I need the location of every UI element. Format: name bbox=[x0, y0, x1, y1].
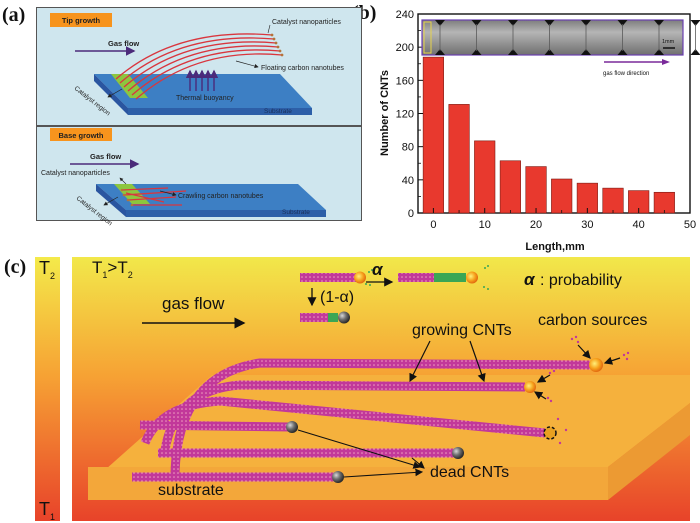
y-tick-label: 160 bbox=[396, 75, 414, 87]
y-tick-label: 0 bbox=[408, 208, 414, 220]
inset-segment-marker bbox=[654, 20, 664, 26]
x-tick-label: 0 bbox=[430, 219, 436, 231]
base-catalyst-nanoparticles-label: Catalyst nanoparticles bbox=[41, 170, 110, 177]
inset-segment-marker bbox=[544, 49, 555, 55]
dead-cnts-label: dead CNTs bbox=[430, 464, 509, 481]
inset-segment-marker bbox=[617, 20, 628, 26]
carbon-source-arrows bbox=[533, 344, 621, 400]
growth-probability-legend: α (1-α) α : probability bbox=[300, 260, 622, 324]
one-minus-alpha-label: (1-α) bbox=[320, 289, 354, 306]
base-substrate bbox=[96, 184, 326, 210]
bar-35mm bbox=[602, 187, 624, 214]
x-tick-label: 20 bbox=[530, 219, 542, 231]
thermal-buoyancy-arrows bbox=[185, 69, 219, 91]
inset-segment-marker bbox=[508, 49, 518, 55]
floating-cnts bbox=[115, 33, 283, 100]
floating-cnts-label: Floating carbon nanotubes bbox=[261, 65, 344, 72]
growing-cnts-arrows bbox=[409, 340, 486, 383]
temperature-relation: T1>T2 bbox=[92, 258, 133, 280]
tip-growth-title: Tip growth bbox=[62, 16, 101, 25]
x-axis-label: Length,mm bbox=[525, 241, 584, 253]
inset-segment-marker bbox=[617, 49, 628, 55]
deactivating-catalyst bbox=[543, 426, 557, 440]
cnt-growth-mechanism-diagram: T2 T1 T1>T2 gas flow substrate α (1-α) α… bbox=[35, 257, 690, 522]
bar-20mm bbox=[525, 166, 547, 214]
base-growth-panel: Base growth Gas flow Catalyst nanopartic… bbox=[36, 126, 362, 228]
panel-label-a: (a) bbox=[2, 4, 26, 26]
dead-catalyst-3 bbox=[332, 471, 344, 483]
bar-5mm bbox=[448, 104, 470, 214]
cnt-tubes bbox=[132, 358, 603, 483]
y-axis-label: Number of CNTs bbox=[379, 70, 391, 156]
y-tick-label: 40 bbox=[402, 175, 414, 187]
temp-top-label: T2 bbox=[39, 258, 55, 281]
tip-catalyst-region bbox=[111, 74, 148, 98]
dead-catalyst-1 bbox=[286, 421, 298, 433]
y-tick-label: 240 bbox=[396, 9, 414, 21]
carbon-source-dots bbox=[546, 335, 630, 445]
y-tick-label: 80 bbox=[402, 142, 414, 154]
active-catalyst-1 bbox=[589, 358, 603, 372]
thermal-buoyancy-label: Thermal buoyancy bbox=[176, 95, 234, 102]
bar-25mm bbox=[551, 178, 573, 214]
inset-segment-marker bbox=[435, 49, 445, 55]
tip-gas-flow-label: Gas flow bbox=[108, 39, 139, 48]
bar-45mm bbox=[653, 191, 675, 214]
inset-segment-marker bbox=[581, 49, 591, 55]
dead-cnts-arrows bbox=[297, 429, 425, 478]
inset-segment-marker bbox=[690, 49, 700, 55]
inset-segment-marker bbox=[544, 20, 555, 26]
x-tick-label: 50 bbox=[684, 219, 696, 231]
inset-segment-marker bbox=[690, 20, 700, 26]
dead-catalyst-2 bbox=[452, 447, 464, 459]
base-growth-label-box bbox=[50, 128, 112, 141]
temp-bottom-label: T1 bbox=[39, 499, 55, 522]
gas-flow-direction-label: gas flow direction bbox=[603, 71, 649, 77]
base-gas-flow-label: Gas flow bbox=[90, 152, 121, 161]
panel-label-c: (c) bbox=[4, 256, 27, 278]
cnt-length-histogram: 0 40 80 120 160 200 240 0 10 20 30 40 50 Length,mm N… bbox=[379, 9, 700, 253]
alpha-definition-symbol: α bbox=[524, 270, 536, 289]
x-tick-label: 10 bbox=[479, 219, 491, 231]
carbon-sources-label: carbon sources bbox=[538, 312, 647, 329]
y-tick-label: 200 bbox=[396, 42, 414, 54]
active-cnt-3 bbox=[140, 396, 546, 445]
bar-15mm bbox=[499, 160, 521, 214]
substrate-side bbox=[608, 403, 690, 500]
tip-growth-panel: Tip growth Gas flow Catalyst nanoparticl… bbox=[36, 7, 362, 126]
inset-segment-marker bbox=[435, 20, 445, 26]
gas-flow-label: gas flow bbox=[162, 294, 225, 313]
base-substrate-label: Substrate bbox=[282, 209, 310, 216]
growth-mode-diagram: Tip growth Gas flow Catalyst nanoparticl… bbox=[36, 7, 362, 228]
tip-catalyst-nanoparticles-label: Catalyst nanoparticles bbox=[272, 19, 341, 26]
inset-segment-marker bbox=[654, 49, 664, 55]
substrate-label: substrate bbox=[158, 482, 224, 499]
crawling-cnts-label: Crawling carbon nanotubes bbox=[178, 193, 264, 200]
active-catalyst-2 bbox=[524, 381, 536, 393]
bar-10mm bbox=[474, 140, 496, 214]
inset-segment-marker bbox=[471, 20, 482, 26]
x-tick-label: 40 bbox=[633, 219, 645, 231]
scale-bar-label: 1mm bbox=[662, 39, 675, 45]
alpha-symbol: α bbox=[372, 260, 384, 279]
base-growth-title: Base growth bbox=[58, 131, 103, 140]
crawling-cnts bbox=[121, 187, 187, 206]
growing-cnts-label: growing CNTs bbox=[412, 322, 512, 339]
inset-segment-marker bbox=[471, 49, 482, 55]
probability-label: : probability bbox=[540, 272, 622, 289]
inset-segment-marker bbox=[581, 20, 591, 26]
tip-growth-label-box bbox=[50, 13, 112, 27]
y-tick-label: 120 bbox=[396, 109, 414, 121]
tip-substrate-label: Substrate bbox=[264, 108, 292, 115]
inset-segment-marker bbox=[508, 20, 518, 26]
temperature-gradient-bar bbox=[35, 257, 60, 521]
x-tick-label: 30 bbox=[581, 219, 593, 231]
dead-cnt-1 bbox=[139, 420, 291, 432]
bar-0mm bbox=[422, 56, 444, 214]
micrograph-inset: 1mm gas flow direction bbox=[421, 19, 700, 77]
